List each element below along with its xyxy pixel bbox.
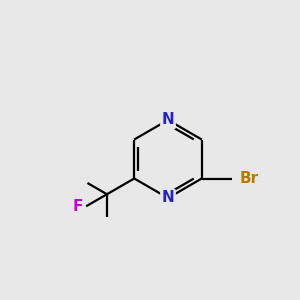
Text: F: F bbox=[73, 199, 83, 214]
Text: N: N bbox=[162, 112, 174, 128]
Text: N: N bbox=[162, 112, 174, 128]
Text: Br: Br bbox=[239, 171, 258, 186]
Text: N: N bbox=[162, 190, 174, 206]
Text: F: F bbox=[73, 199, 83, 214]
Text: N: N bbox=[162, 190, 174, 206]
Text: Br: Br bbox=[239, 171, 258, 186]
